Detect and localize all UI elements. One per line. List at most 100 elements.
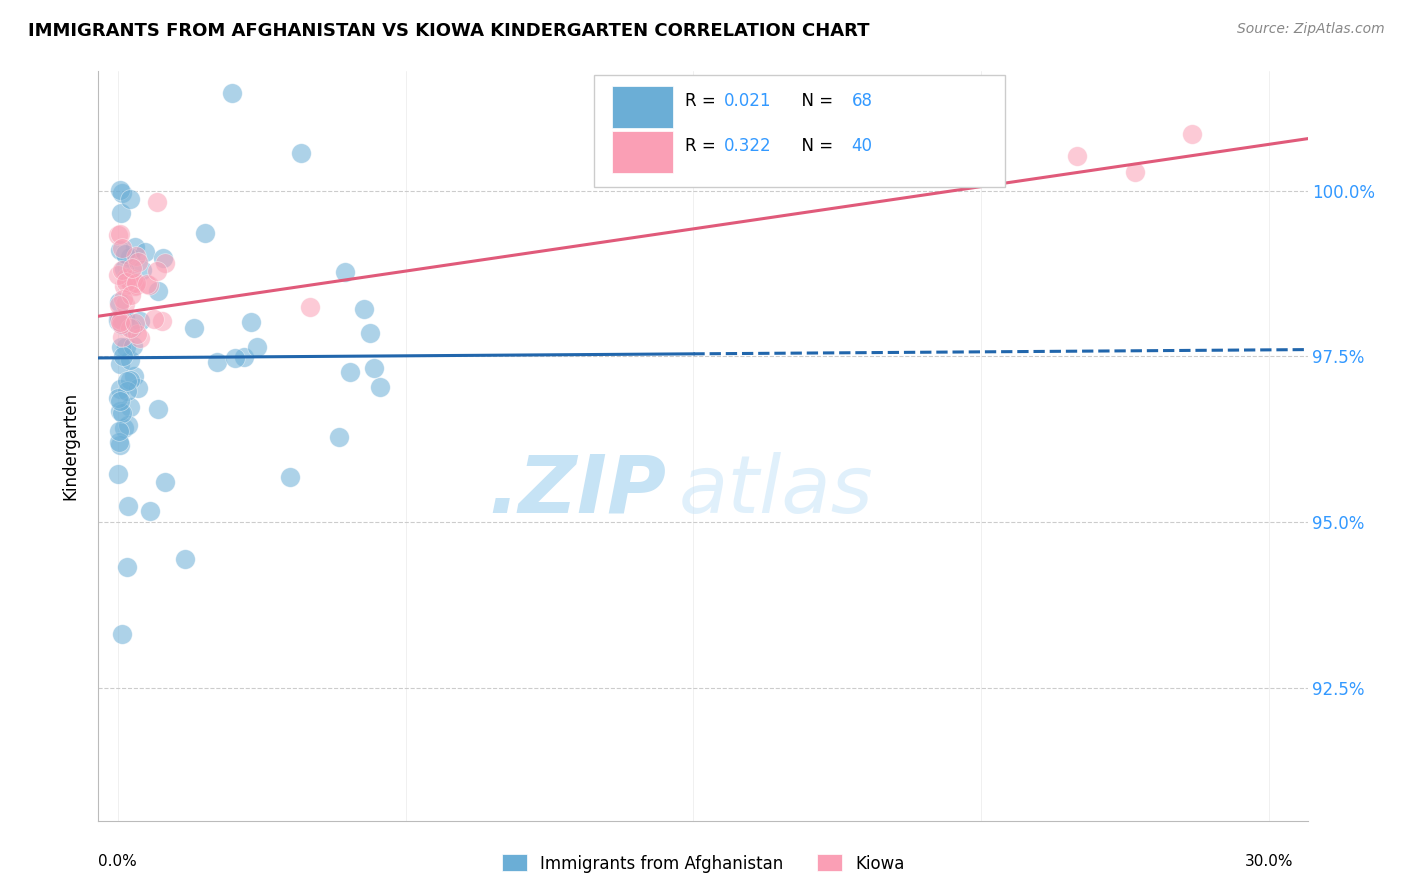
Point bbox=[131, 262, 153, 277]
Point bbox=[110, 205, 132, 219]
Point bbox=[107, 227, 129, 242]
Point bbox=[124, 240, 146, 254]
FancyBboxPatch shape bbox=[613, 131, 672, 172]
Point bbox=[153, 475, 176, 490]
Point bbox=[205, 355, 228, 369]
Point bbox=[246, 340, 269, 354]
Point bbox=[232, 350, 254, 364]
Point bbox=[122, 339, 145, 353]
Point bbox=[359, 326, 381, 340]
Point bbox=[111, 186, 134, 201]
Point bbox=[112, 279, 135, 293]
Point bbox=[120, 353, 142, 368]
Point bbox=[111, 241, 134, 255]
Point bbox=[114, 310, 136, 325]
Text: .ZIP: .ZIP bbox=[489, 452, 666, 530]
Point bbox=[363, 361, 385, 376]
Point bbox=[127, 255, 149, 269]
Legend: Immigrants from Afghanistan, Kiowa: Immigrants from Afghanistan, Kiowa bbox=[495, 847, 911, 880]
FancyBboxPatch shape bbox=[613, 87, 672, 128]
Point bbox=[114, 246, 136, 260]
Point bbox=[125, 276, 148, 290]
Point bbox=[146, 194, 169, 209]
Point bbox=[110, 243, 132, 257]
Point bbox=[107, 435, 129, 450]
Point bbox=[368, 380, 391, 394]
Point bbox=[239, 315, 262, 329]
Point bbox=[112, 262, 135, 277]
Point bbox=[194, 227, 217, 241]
Point bbox=[138, 278, 160, 293]
Point bbox=[110, 357, 132, 371]
Point bbox=[108, 184, 131, 198]
Point bbox=[120, 277, 142, 291]
Point bbox=[224, 351, 246, 365]
Point bbox=[111, 292, 134, 306]
Point bbox=[152, 252, 174, 266]
Point bbox=[108, 298, 131, 312]
Point bbox=[128, 314, 150, 328]
Point bbox=[110, 317, 132, 331]
Text: 40: 40 bbox=[852, 136, 873, 154]
Point bbox=[124, 279, 146, 293]
Point bbox=[115, 384, 138, 398]
Point bbox=[1123, 165, 1146, 179]
Point bbox=[111, 627, 134, 641]
Point bbox=[108, 382, 131, 396]
Point bbox=[134, 245, 156, 260]
Point bbox=[110, 340, 132, 354]
Text: 68: 68 bbox=[852, 92, 873, 110]
Point bbox=[150, 313, 173, 327]
Point bbox=[173, 551, 195, 566]
Point bbox=[221, 86, 243, 100]
Point bbox=[107, 268, 129, 282]
Point bbox=[183, 320, 205, 334]
Point bbox=[333, 265, 356, 279]
Point bbox=[108, 438, 131, 452]
Point bbox=[111, 330, 134, 344]
Point bbox=[120, 287, 142, 301]
Point bbox=[124, 277, 146, 292]
Point bbox=[127, 326, 149, 341]
Point bbox=[110, 313, 132, 327]
Y-axis label: Kindergarten: Kindergarten bbox=[62, 392, 80, 500]
Point bbox=[118, 320, 141, 334]
Text: 0.0%: 0.0% bbox=[98, 854, 136, 869]
Point bbox=[278, 470, 301, 484]
Point bbox=[118, 400, 141, 414]
FancyBboxPatch shape bbox=[595, 75, 1005, 187]
Text: N =: N = bbox=[792, 92, 838, 110]
Point bbox=[339, 365, 361, 379]
Text: IMMIGRANTS FROM AFGHANISTAN VS KIOWA KINDERGARTEN CORRELATION CHART: IMMIGRANTS FROM AFGHANISTAN VS KIOWA KIN… bbox=[28, 22, 870, 40]
Point bbox=[114, 340, 136, 354]
Point bbox=[118, 251, 141, 265]
Text: 0.021: 0.021 bbox=[724, 92, 770, 110]
Text: N =: N = bbox=[792, 136, 838, 154]
Point bbox=[107, 467, 129, 481]
Point bbox=[115, 275, 138, 289]
Point bbox=[117, 417, 139, 432]
Point bbox=[1181, 127, 1204, 141]
Point bbox=[124, 249, 146, 263]
Point bbox=[108, 227, 131, 241]
Point bbox=[117, 374, 139, 388]
Point bbox=[108, 424, 131, 438]
Point bbox=[146, 401, 169, 416]
Point bbox=[111, 263, 134, 277]
Point bbox=[108, 404, 131, 418]
Point bbox=[298, 301, 321, 315]
Point bbox=[121, 260, 143, 275]
Point bbox=[124, 316, 146, 330]
Point bbox=[136, 277, 159, 291]
Point bbox=[114, 297, 136, 311]
Point bbox=[107, 314, 129, 328]
Text: R =: R = bbox=[685, 92, 721, 110]
Point bbox=[1066, 149, 1088, 163]
Point bbox=[107, 311, 129, 326]
Point bbox=[108, 312, 131, 326]
Point bbox=[118, 372, 141, 386]
Point bbox=[120, 193, 142, 207]
Point bbox=[111, 406, 134, 420]
Point bbox=[117, 500, 139, 514]
Text: R =: R = bbox=[685, 136, 721, 154]
